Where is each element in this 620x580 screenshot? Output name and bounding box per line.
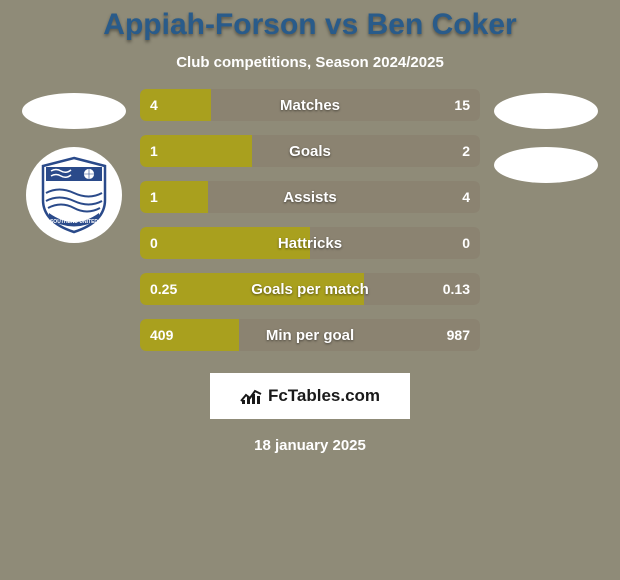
stat-row: 415Matches <box>140 89 480 121</box>
stat-row: 14Assists <box>140 181 480 213</box>
stat-value-left: 0 <box>150 235 158 251</box>
stat-row: 0.250.13Goals per match <box>140 273 480 305</box>
stat-value-right: 2 <box>462 143 470 159</box>
stat-value-left: 1 <box>150 189 158 205</box>
stat-bar-right: 2 <box>252 135 480 167</box>
stat-value-left: 4 <box>150 97 158 113</box>
stat-value-right: 0 <box>462 235 470 251</box>
club-crest-left: SOUTHEND UNITED <box>26 147 122 243</box>
branding-text: FcTables.com <box>268 386 380 406</box>
shield-icon: SOUTHEND UNITED <box>39 156 109 234</box>
stat-row: 12Goals <box>140 135 480 167</box>
branding-badge: FcTables.com <box>210 373 410 419</box>
left-avatar-column: SOUTHEND UNITED <box>20 89 128 243</box>
chart-icon <box>240 387 262 405</box>
svg-text:SOUTHEND UNITED: SOUTHEND UNITED <box>50 219 98 225</box>
stat-value-right: 0.13 <box>443 281 470 297</box>
stat-value-right: 15 <box>454 97 470 113</box>
comparison-bars: 415Matches12Goals14Assists00Hattricks0.2… <box>140 89 480 351</box>
date-label: 18 january 2025 <box>0 437 620 454</box>
stat-bar-right: 4 <box>208 181 480 213</box>
stat-value-right: 4 <box>462 189 470 205</box>
stat-bar-left: 409 <box>140 319 239 351</box>
main-content: SOUTHEND UNITED 415Matches12Goals14Assis… <box>0 89 620 351</box>
stat-bar-right: 0 <box>310 227 480 259</box>
stat-bar-left: 1 <box>140 135 252 167</box>
page-title: Appiah-Forson vs Ben Coker <box>0 8 620 42</box>
stat-bar-left: 0 <box>140 227 310 259</box>
player-silhouette-right-1 <box>494 93 598 129</box>
stat-value-left: 0.25 <box>150 281 177 297</box>
player-silhouette-right-2 <box>494 147 598 183</box>
stat-value-left: 1 <box>150 143 158 159</box>
right-avatar-column <box>492 89 600 183</box>
stat-row: 409987Min per goal <box>140 319 480 351</box>
stat-bar-left: 1 <box>140 181 208 213</box>
stat-bar-left: 4 <box>140 89 211 121</box>
stat-value-right: 987 <box>447 327 470 343</box>
stat-bar-right: 15 <box>211 89 480 121</box>
comparison-card: Appiah-Forson vs Ben Coker Club competit… <box>0 0 620 580</box>
subtitle: Club competitions, Season 2024/2025 <box>0 54 620 71</box>
player-silhouette-left <box>22 93 126 129</box>
stat-bar-left: 0.25 <box>140 273 364 305</box>
stat-row: 00Hattricks <box>140 227 480 259</box>
stat-bar-right: 987 <box>239 319 480 351</box>
stat-value-left: 409 <box>150 327 173 343</box>
stat-bar-right: 0.13 <box>364 273 480 305</box>
